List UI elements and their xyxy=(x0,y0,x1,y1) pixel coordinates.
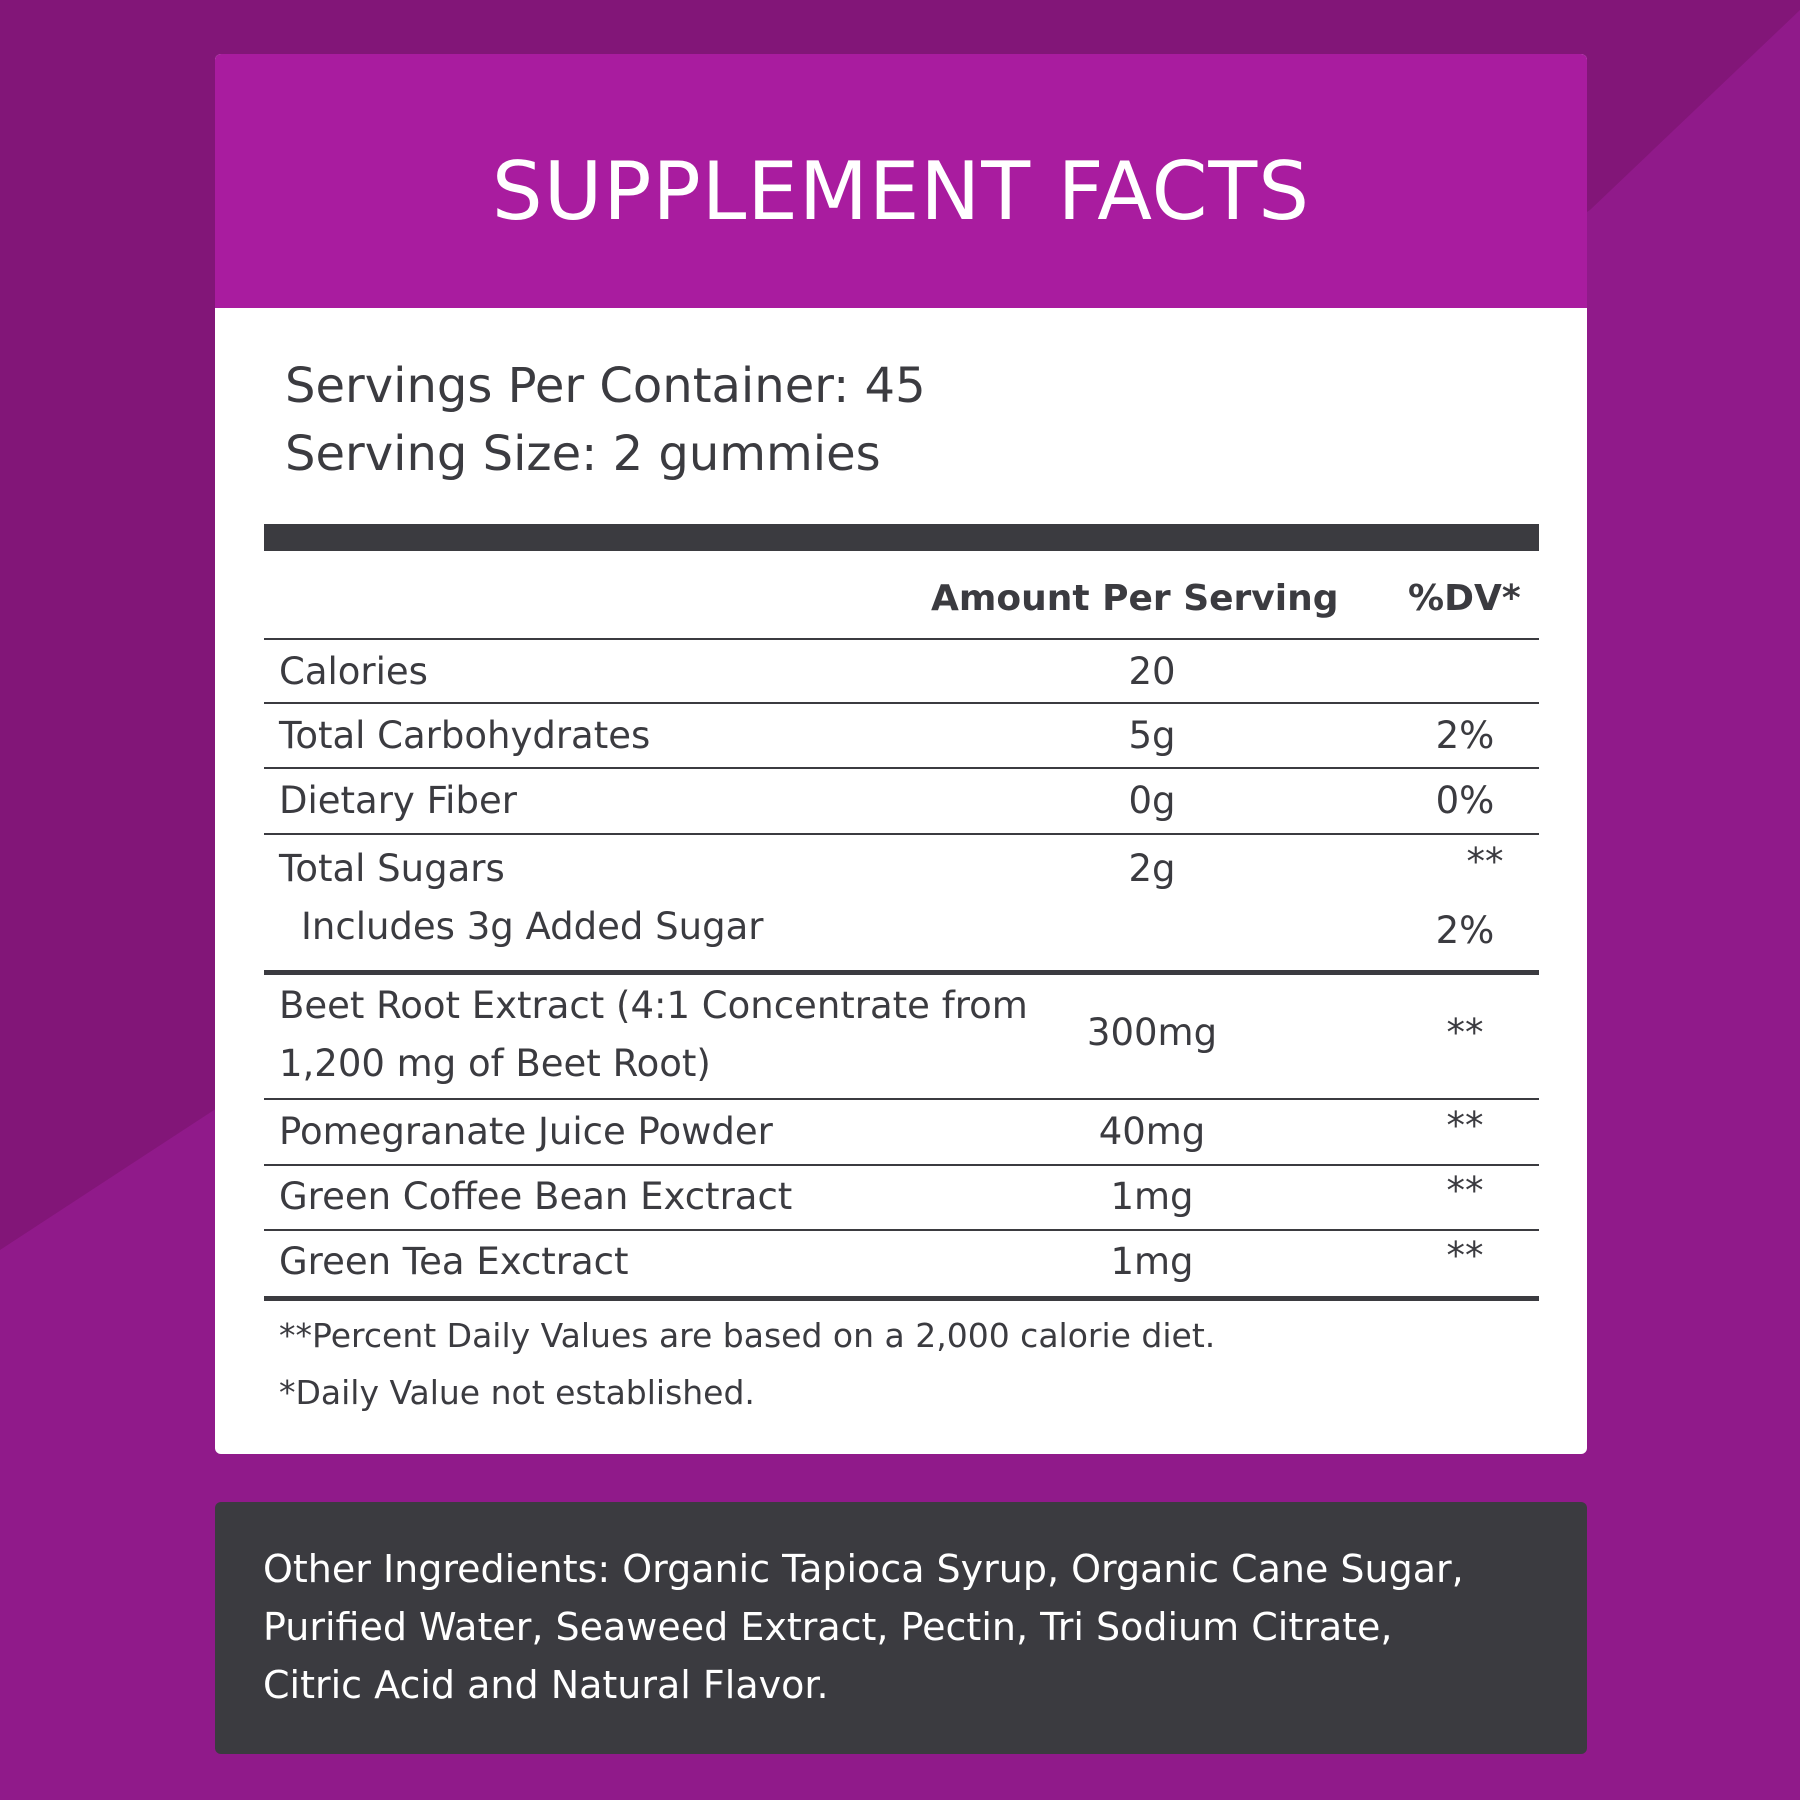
row-label-dietary-fiber: Dietary Fiber xyxy=(279,779,517,822)
row-dv-total-sugars: ** xyxy=(1466,840,1504,883)
dv-header: %DV* xyxy=(1408,578,1521,619)
row-dv-green-coffee-bean: ** xyxy=(1446,1169,1484,1212)
serving-size: Serving Size: 2 gummies xyxy=(285,426,881,482)
bottom-rule xyxy=(264,1296,1539,1301)
amount-per-serving-header: Amount Per Serving xyxy=(931,578,1339,619)
row-amount-dietary-fiber: 0g xyxy=(1128,779,1176,822)
row-amount-pomegranate: 40mg xyxy=(1098,1110,1206,1153)
row-label-total-carbohydrates: Total Carbohydrates xyxy=(279,714,651,757)
row-amount-beet-root: 300mg xyxy=(1086,1011,1218,1054)
row-amount-total-sugars: 2g xyxy=(1128,847,1176,890)
row-amount-green-tea: 1mg xyxy=(1110,1240,1194,1283)
row-amount-calories: 20 xyxy=(1128,650,1176,693)
row-label-beet-root-line2: 1,200 mg of Beet Root) xyxy=(279,1042,711,1085)
section-rule xyxy=(264,970,1539,975)
facts-header: SUPPLEMENT FACTS xyxy=(215,54,1587,308)
row-label-calories: Calories xyxy=(279,650,428,693)
row-label-beet-root-line1: Beet Root Extract (4:1 Concentrate from xyxy=(279,984,1028,1027)
row-label-added-sugar: Includes 3g Added Sugar xyxy=(301,905,764,948)
row-dv-green-tea: ** xyxy=(1446,1234,1484,1277)
row-label-total-sugars: Total Sugars xyxy=(279,847,505,890)
row-amount-total-carbohydrates: 5g xyxy=(1128,714,1176,757)
row-label-pomegranate: Pomegranate Juice Powder xyxy=(279,1110,773,1153)
footnote-dv-not-established: *Daily Value not established. xyxy=(279,1373,755,1412)
row-rule xyxy=(264,1164,1539,1166)
facts-title: SUPPLEMENT FACTS xyxy=(491,145,1311,238)
row-rule xyxy=(264,767,1539,769)
row-rule xyxy=(264,1098,1539,1100)
other-ingredients-line-1: Other Ingredients: Organic Tapioca Syrup… xyxy=(263,1547,1464,1591)
row-label-green-coffee-bean: Green Coffee Bean Exctract xyxy=(279,1175,793,1218)
row-label-green-tea: Green Tea Exctract xyxy=(279,1240,629,1283)
row-dv-dietary-fiber: 0% xyxy=(1435,779,1495,822)
row-dv-total-carbohydrates: 2% xyxy=(1435,714,1495,757)
servings-per-container: Servings Per Container: 45 xyxy=(285,358,926,414)
supplement-facts-card: SUPPLEMENT FACTS Servings Per Container:… xyxy=(215,54,1587,1454)
row-amount-green-coffee-bean: 1mg xyxy=(1110,1175,1194,1218)
row-dv-pomegranate: ** xyxy=(1446,1104,1484,1147)
row-rule xyxy=(264,833,1539,835)
header-rule xyxy=(264,638,1539,640)
other-ingredients-line-3: Citric Acid and Natural Flavor. xyxy=(263,1663,829,1707)
row-rule xyxy=(264,1229,1539,1231)
footnote-percent-dv: **Percent Daily Values are based on a 2,… xyxy=(279,1316,1216,1355)
row-dv-beet-root: ** xyxy=(1446,1011,1484,1054)
other-ingredients-line-2: Purified Water, Seaweed Extract, Pectin,… xyxy=(263,1605,1393,1649)
thick-divider xyxy=(264,524,1539,551)
row-rule xyxy=(264,702,1539,704)
other-ingredients-box: Other Ingredients: Organic Tapioca Syrup… xyxy=(215,1502,1587,1754)
row-dv-added-sugar: 2% xyxy=(1435,909,1495,952)
